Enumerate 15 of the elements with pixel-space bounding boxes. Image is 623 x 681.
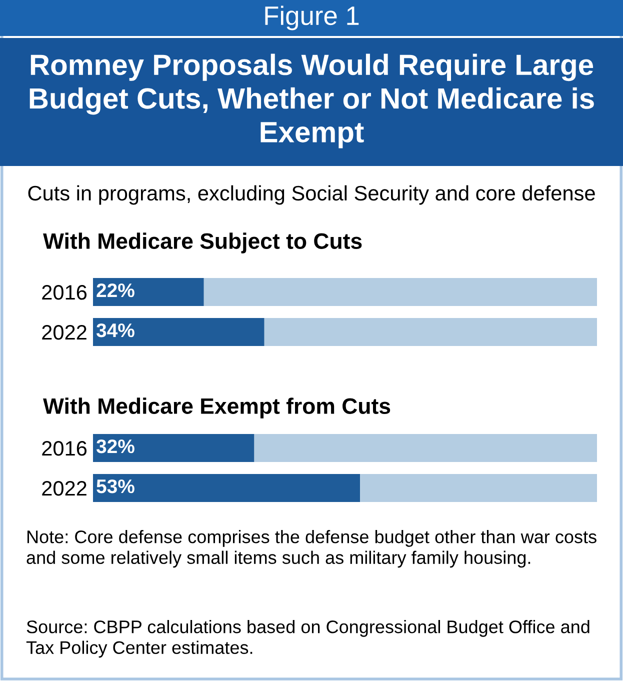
y-tick-label: 2022 [42,481,86,496]
chart-title: With Medicare Exempt from Cuts [43,398,390,418]
y-tick-label: 2016 [42,441,87,456]
y-tick-label: 2022 [42,325,86,340]
chart-title: With Medicare Subject to Cuts [43,232,362,254]
text: Note: Core defense comprises the defense budget other than war costs and some relatively small items such as military family housing. [26,530,596,568]
data-label: 53% [96,479,134,494]
data-label: 22% [96,283,134,298]
caption: Figure 1 [265,6,359,30]
source-note: Source: CBPP calculations based on Congressional Budget Office and Tax Policy Center estimates. [26,620,590,658]
data-label: 32% [96,439,134,454]
data-label: 34% [96,323,134,338]
y-tick-label: 2016 [42,285,87,300]
text: Cuts in programs, excluding Social Security and core defense [28,185,595,205]
text: Romney Proposals Would Require Large Budget Cuts, Whether or Not Medicare is Exempt [30,54,594,148]
